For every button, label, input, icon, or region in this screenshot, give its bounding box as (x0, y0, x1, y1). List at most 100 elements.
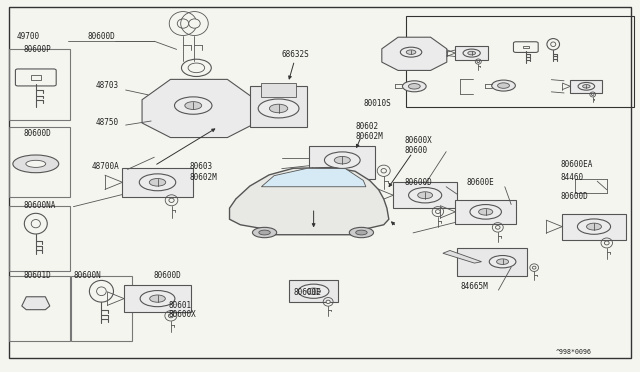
Ellipse shape (591, 93, 594, 96)
Bar (9, 127, 70, 197)
Ellipse shape (479, 209, 493, 215)
Bar (260, 83, 296, 97)
Text: 80600D: 80600D (404, 178, 432, 187)
Text: 80600P: 80600P (24, 45, 51, 54)
Ellipse shape (140, 174, 176, 191)
Text: 49700: 49700 (17, 32, 40, 41)
Bar (394, 182, 457, 208)
Bar (289, 280, 338, 302)
Bar (124, 285, 191, 312)
Ellipse shape (492, 80, 515, 91)
Text: 48703: 48703 (96, 81, 119, 90)
Bar (456, 199, 516, 224)
Ellipse shape (97, 287, 106, 296)
Ellipse shape (497, 259, 509, 264)
Text: 80600X: 80600X (168, 310, 196, 319)
Ellipse shape (259, 230, 270, 235)
Bar (122, 168, 193, 196)
Text: 68632S: 68632S (282, 49, 310, 59)
Text: 80602M: 80602M (189, 173, 217, 182)
Bar (457, 248, 527, 276)
Bar (9, 206, 70, 271)
Text: 80600: 80600 (404, 146, 428, 155)
Ellipse shape (550, 42, 556, 46)
Ellipse shape (175, 97, 212, 114)
Ellipse shape (324, 152, 360, 169)
Ellipse shape (577, 219, 611, 234)
Text: 48750: 48750 (96, 118, 119, 127)
Bar (250, 86, 307, 127)
Text: 80600N: 80600N (74, 271, 101, 280)
Ellipse shape (334, 157, 350, 164)
Ellipse shape (403, 81, 426, 92)
Ellipse shape (26, 160, 45, 167)
Text: 80600D: 80600D (88, 32, 115, 41)
Ellipse shape (356, 230, 367, 235)
Ellipse shape (140, 291, 175, 307)
Text: ^998*0096: ^998*0096 (556, 349, 592, 355)
Text: 80601D: 80601D (24, 271, 51, 280)
Bar (406, 16, 634, 107)
Ellipse shape (31, 219, 40, 228)
Ellipse shape (532, 266, 536, 269)
Polygon shape (382, 37, 447, 70)
Ellipse shape (169, 198, 174, 202)
Ellipse shape (408, 84, 420, 89)
Polygon shape (22, 297, 50, 310)
Text: 80601: 80601 (168, 301, 191, 310)
Ellipse shape (252, 227, 276, 238)
Ellipse shape (489, 256, 516, 268)
Ellipse shape (401, 47, 422, 57)
Ellipse shape (326, 300, 330, 304)
Polygon shape (142, 79, 256, 138)
Bar (9, 276, 70, 341)
Ellipse shape (185, 102, 202, 109)
Polygon shape (261, 168, 366, 187)
Text: 80600D: 80600D (561, 192, 589, 201)
Ellipse shape (307, 288, 321, 294)
Ellipse shape (435, 210, 440, 214)
Text: 80600D: 80600D (24, 129, 51, 138)
Ellipse shape (349, 227, 374, 238)
Polygon shape (230, 167, 389, 235)
Ellipse shape (586, 223, 602, 230)
Ellipse shape (177, 19, 189, 28)
Ellipse shape (468, 51, 476, 55)
Bar (562, 214, 626, 240)
Ellipse shape (470, 205, 501, 219)
Bar (309, 146, 376, 179)
Text: 48700A: 48700A (92, 162, 120, 171)
Ellipse shape (463, 49, 480, 57)
Ellipse shape (582, 84, 590, 88)
Text: 84665M: 84665M (460, 282, 488, 291)
Polygon shape (443, 250, 481, 263)
Ellipse shape (298, 284, 329, 298)
Ellipse shape (269, 104, 288, 113)
Ellipse shape (150, 295, 165, 302)
Bar (9, 49, 70, 119)
Text: 80600EA: 80600EA (561, 160, 593, 169)
Bar (523, 46, 529, 48)
Text: 80603: 80603 (189, 162, 212, 171)
Ellipse shape (258, 99, 299, 118)
Ellipse shape (578, 83, 595, 90)
Text: 80600D: 80600D (153, 271, 180, 280)
Ellipse shape (168, 314, 173, 318)
Ellipse shape (189, 19, 200, 28)
Ellipse shape (408, 187, 442, 203)
Text: 80602: 80602 (355, 122, 378, 131)
Ellipse shape (495, 225, 500, 229)
Ellipse shape (406, 50, 416, 54)
Text: 84460: 84460 (561, 173, 584, 182)
Text: 80602M: 80602M (355, 132, 383, 141)
Text: 80600E: 80600E (293, 288, 321, 297)
Text: 80600E: 80600E (467, 178, 494, 187)
Ellipse shape (418, 192, 433, 199)
Ellipse shape (149, 179, 166, 186)
Ellipse shape (604, 241, 609, 245)
Text: 80600X: 80600X (404, 137, 432, 145)
Ellipse shape (13, 155, 59, 173)
Ellipse shape (381, 169, 387, 173)
Ellipse shape (477, 61, 479, 62)
Bar (570, 80, 602, 93)
